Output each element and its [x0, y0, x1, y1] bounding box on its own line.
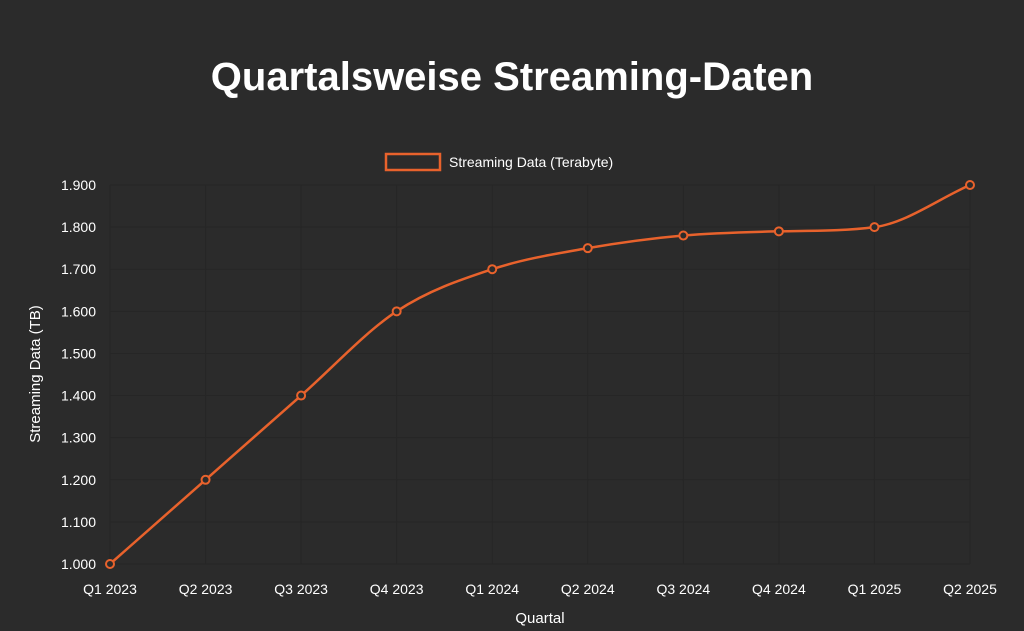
y-axis-label: Streaming Data (TB): [27, 305, 44, 443]
y-tick-label: 1.100: [61, 514, 96, 530]
x-axis-label: Quartal: [515, 610, 564, 627]
y-tick-label: 1.900: [61, 177, 96, 193]
x-tick-label: Q4 2023: [370, 581, 424, 597]
data-point: [678, 230, 689, 241]
data-point: [296, 390, 307, 401]
y-tick-label: 1.700: [61, 261, 96, 277]
data-point: [487, 264, 498, 275]
data-point: [582, 243, 593, 254]
legend-swatch: [384, 152, 442, 172]
data-point: [105, 559, 115, 569]
grid: [109, 184, 971, 565]
x-tick-label: Q2 2024: [561, 581, 615, 597]
x-tick-label: Q4 2024: [752, 581, 806, 597]
x-axis-ticks: Q1 2023 Q2 2023 Q3 2023 Q4 2023 Q1 2024 Q2 20…: [83, 581, 997, 597]
x-tick-label: Q1 2025: [848, 581, 902, 597]
y-axis-ticks: 1.000 1.100 1.200 1.300 1.400 1.500 1.600 1.700…: [61, 177, 96, 572]
x-tick-label: Q2 2025: [943, 581, 997, 597]
x-tick-label: Q3 2024: [656, 581, 710, 597]
data-point: [965, 180, 975, 190]
y-tick-label: 1.200: [61, 472, 96, 488]
chart-title: Quartalsweise Streaming-Daten: [211, 55, 813, 99]
y-tick-label: 1.400: [61, 388, 96, 404]
y-tick-label: 1.300: [61, 430, 96, 446]
data-point: [773, 226, 784, 237]
y-tick-label: 1.800: [61, 219, 96, 235]
y-tick-label: 1.600: [61, 303, 96, 319]
data-point: [869, 222, 880, 233]
y-tick-label: 1.500: [61, 345, 96, 361]
legend[interactable]: Streaming Data (Terabyte): [384, 152, 613, 172]
data-point: [200, 474, 211, 485]
y-tick-label: 1.000: [61, 556, 96, 572]
series-group: [105, 180, 975, 569]
x-tick-label: Q1 2024: [465, 581, 519, 597]
x-tick-label: Q2 2023: [179, 581, 233, 597]
series-line: [108, 183, 972, 566]
data-point: [391, 306, 402, 317]
x-tick-label: Q3 2023: [274, 581, 328, 597]
legend-label: Streaming Data (Terabyte): [449, 154, 613, 170]
x-tick-label: Q1 2023: [83, 581, 137, 597]
